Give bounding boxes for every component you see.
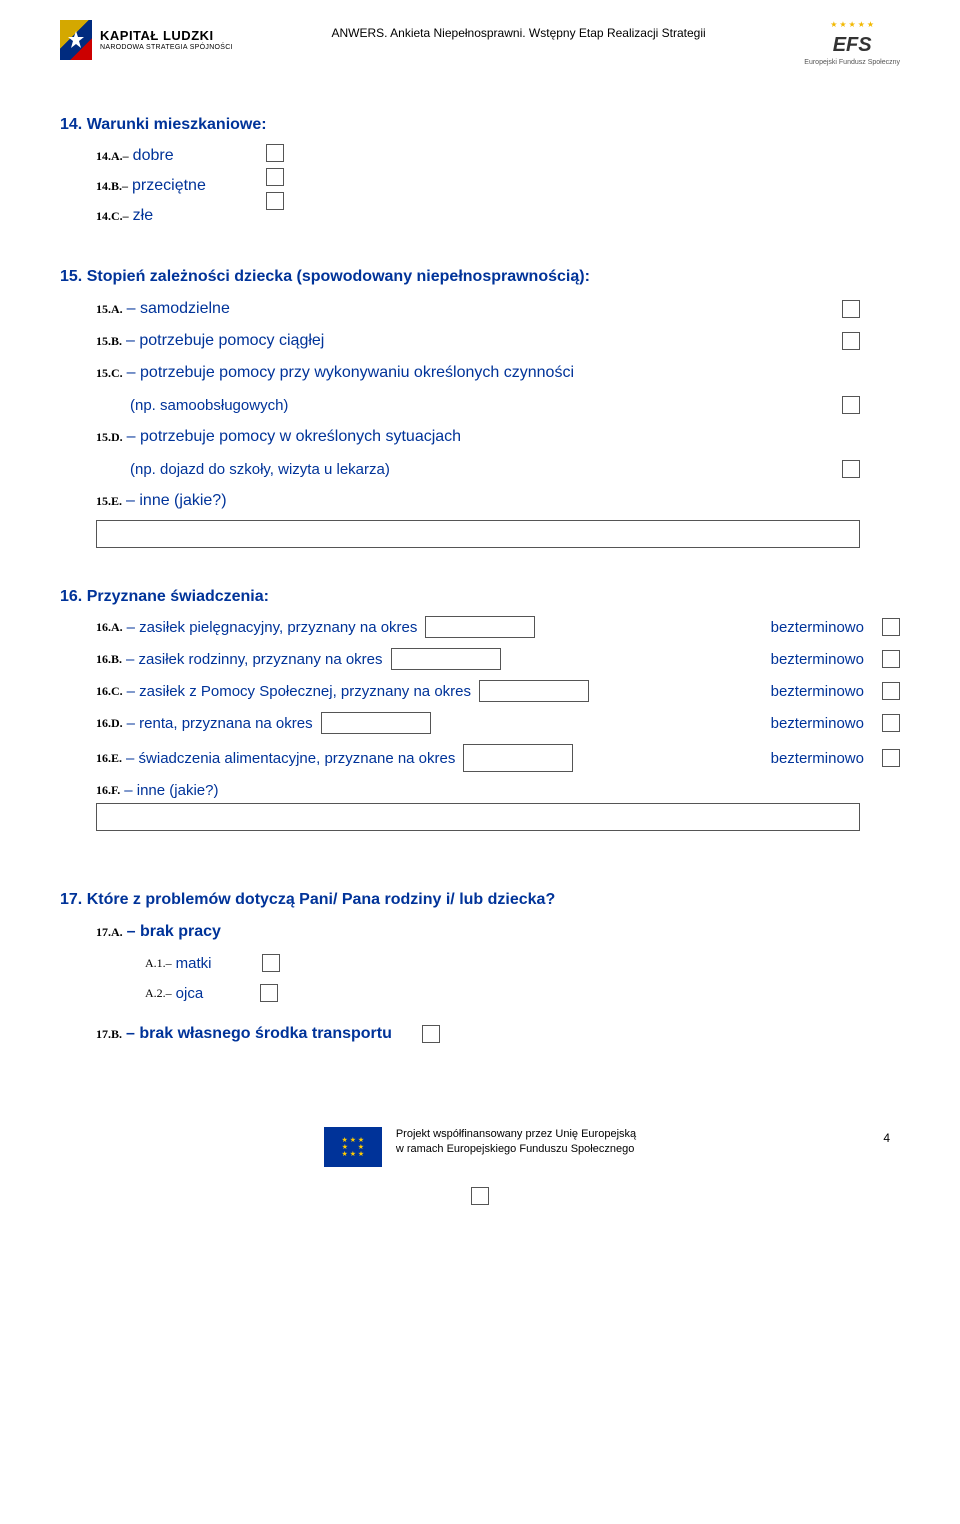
q16c-text: – zasiłek z Pomocy Społecznej, przyznany…	[127, 683, 471, 700]
kl-sub: NARODOWA STRATEGIA SPÓJNOŚCI	[100, 44, 233, 51]
kl-text: KAPITAŁ LUDZKI NARODOWA STRATEGIA SPÓJNO…	[100, 29, 233, 51]
q16: 16. Przyznane świadczenia: 16.A. – zasił…	[60, 588, 900, 831]
q15b-checkbox[interactable]	[842, 332, 860, 350]
q15d-prefix: 15.D.	[96, 430, 123, 445]
q15d-text: – potrzebuje pomocy w określonych sytuac…	[127, 428, 461, 446]
q14: 14. Warunki mieszkaniowe: 14.A.– dobre 1…	[60, 116, 900, 228]
efs-stars-icon: ★★★★★	[830, 20, 874, 32]
q16e-prefix: 16.E.	[96, 751, 122, 766]
q16c-period-input[interactable]	[479, 680, 589, 702]
q15c-checkbox[interactable]	[842, 396, 860, 414]
q15d-checkbox[interactable]	[842, 460, 860, 478]
q17: 17. Które z problemów dotyczą Pani/ Pana…	[60, 891, 900, 1047]
q17-title: 17. Które z problemów dotyczą Pani/ Pana…	[60, 891, 900, 909]
footer-line2: w ramach Europejskiego Funduszu Społeczn…	[396, 1142, 636, 1157]
page: KAPITAŁ LUDZKI NARODOWA STRATEGIA SPÓJNO…	[0, 0, 960, 1245]
q16c-checkbox[interactable]	[882, 682, 900, 700]
q16d-prefix: 16.D.	[96, 716, 123, 731]
q14a-text: dobre	[133, 147, 174, 165]
logo-kapital-ludzki: KAPITAŁ LUDZKI NARODOWA STRATEGIA SPÓJNO…	[60, 20, 233, 60]
footer-text: Projekt współfinansowany przez Unię Euro…	[396, 1127, 636, 1158]
q14a-prefix: 14.A.–	[96, 149, 129, 164]
q15: 15. Stopień zależności dziecka (spowodow…	[60, 268, 900, 548]
q16a-checkbox[interactable]	[882, 618, 900, 636]
q16-title: 16. Przyznane świadczenia:	[60, 588, 900, 606]
kl-star-icon	[60, 20, 92, 60]
doc-title: ANWERS. Ankieta Niepełnosprawni. Wstępny…	[233, 20, 804, 40]
q16f-prefix: 16.F.	[96, 783, 120, 798]
q14b-checkbox[interactable]	[266, 168, 284, 186]
q15-title: 15. Stopień zależności dziecka (spowodow…	[60, 268, 900, 286]
q16d-period-input[interactable]	[321, 712, 431, 734]
q15e-text: – inne (jakie?)	[126, 492, 227, 510]
q16c-prefix: 16.C.	[96, 684, 123, 699]
q16d-term: bezterminowo	[771, 715, 864, 732]
q17a1-text: matki	[176, 955, 212, 972]
q17b-text: – brak własnego środka transportu	[126, 1025, 392, 1043]
q16f-input[interactable]	[96, 803, 860, 831]
q15a-checkbox[interactable]	[842, 300, 860, 318]
q15b-prefix: 15.B.	[96, 334, 122, 349]
efs-sub: Europejski Fundusz Społeczny	[804, 59, 900, 66]
q17a-text: – brak pracy	[127, 923, 221, 941]
efs-main: EFS	[833, 34, 872, 57]
q17a1-prefix: A.1.–	[145, 956, 172, 971]
q16a-term: bezterminowo	[771, 619, 864, 636]
q15c-prefix: 15.C.	[96, 366, 123, 381]
header: KAPITAŁ LUDZKI NARODOWA STRATEGIA SPÓJNO…	[60, 20, 900, 66]
q14c-checkbox[interactable]	[266, 192, 284, 210]
footer-checkbox[interactable]	[471, 1187, 489, 1205]
q17a2-prefix: A.2.–	[145, 986, 172, 1001]
footer: ★ ★ ★★ ★★ ★ ★ Projekt współfinansowany p…	[60, 1127, 900, 1167]
q16e-checkbox[interactable]	[882, 749, 900, 767]
eu-flag-icon: ★ ★ ★★ ★★ ★ ★	[324, 1127, 382, 1167]
q14b-prefix: 14.B.–	[96, 179, 128, 194]
q15a-prefix: 15.A.	[96, 302, 123, 317]
q15c-sub: (np. samoobsługowych)	[130, 397, 288, 414]
q16e-period-input[interactable]	[463, 744, 573, 772]
q14c-prefix: 14.C.–	[96, 209, 129, 224]
q15b-text: – potrzebuje pomocy ciągłej	[126, 332, 324, 350]
q16a-period-input[interactable]	[425, 616, 535, 638]
q16b-period-input[interactable]	[391, 648, 501, 670]
q16d-checkbox[interactable]	[882, 714, 900, 732]
logo-efs: ★★★★★ EFS Europejski Fundusz Społeczny	[804, 20, 900, 66]
q17a-prefix: 17.A.	[96, 925, 123, 940]
q15e-prefix: 15.E.	[96, 494, 122, 509]
q15e-input[interactable]	[96, 520, 860, 548]
q16c-term: bezterminowo	[771, 683, 864, 700]
q16f-text: – inne (jakie?)	[124, 782, 218, 799]
q16b-prefix: 16.B.	[96, 652, 122, 667]
q17a2-text: ojca	[176, 985, 204, 1002]
q16b-text: – zasiłek rodzinny, przyznany na okres	[126, 651, 383, 668]
q15d-sub: (np. dojazd do szkoły, wizyta u lekarza)	[130, 461, 390, 478]
q14b-text: przeciętne	[132, 177, 206, 195]
q14c-text: złe	[133, 207, 153, 225]
q16b-term: bezterminowo	[771, 651, 864, 668]
footer-line1: Projekt współfinansowany przez Unię Euro…	[396, 1127, 636, 1142]
q16a-prefix: 16.A.	[96, 620, 123, 635]
q14-title: 14. Warunki mieszkaniowe:	[60, 116, 900, 134]
q16e-text: – świadczenia alimentacyjne, przyznane n…	[126, 750, 455, 767]
q15a-text: – samodzielne	[127, 300, 230, 318]
kl-main: KAPITAŁ LUDZKI	[100, 29, 233, 42]
q17a2-checkbox[interactable]	[260, 984, 278, 1002]
q17b-prefix: 17.B.	[96, 1027, 122, 1042]
q16d-text: – renta, przyznana na okres	[127, 715, 313, 732]
q17b-checkbox[interactable]	[422, 1025, 440, 1043]
q16a-text: – zasiłek pielęgnacyjny, przyznany na ok…	[127, 619, 418, 636]
q16e-term: bezterminowo	[771, 750, 864, 767]
q14a-checkbox[interactable]	[266, 144, 284, 162]
page-number: 4	[883, 1131, 890, 1145]
q15c-text: – potrzebuje pomocy przy wykonywaniu okr…	[127, 364, 574, 382]
q16b-checkbox[interactable]	[882, 650, 900, 668]
q17a1-checkbox[interactable]	[262, 954, 280, 972]
